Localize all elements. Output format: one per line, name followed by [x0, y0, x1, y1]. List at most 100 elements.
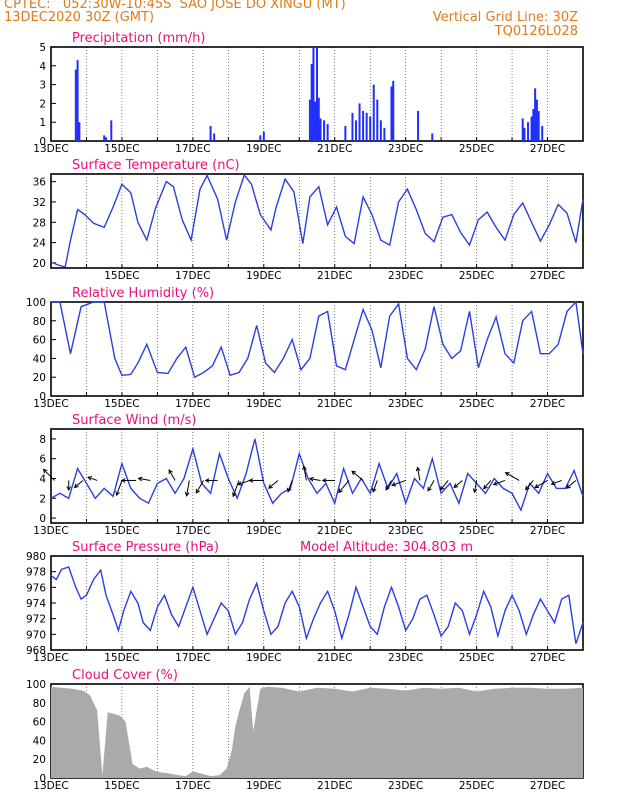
wind-arrowhead: [504, 472, 510, 477]
precip-bar: [372, 84, 375, 141]
precip-bar: [314, 101, 317, 141]
precip-bar: [390, 86, 393, 141]
precip-bar: [534, 88, 537, 141]
wind-vector: [566, 480, 577, 489]
wind-arrowhead: [351, 470, 357, 476]
wind-vector: [385, 480, 392, 491]
wind-vector: [87, 476, 98, 481]
panel-title: Surface Wind (m/s): [72, 413, 196, 428]
wind-arrowhead: [204, 478, 210, 483]
precip-bar: [369, 116, 372, 141]
series-line: [50, 173, 584, 268]
y-tick-label: 80: [33, 316, 46, 328]
wind-vector: [43, 469, 55, 481]
x-tick-label: 17DEC: [175, 398, 210, 410]
wind-arrowhead: [524, 485, 530, 491]
wind-vector: [427, 480, 435, 492]
precip-bar: [319, 118, 322, 141]
x-tick-label: 17DEC: [175, 780, 210, 792]
x-tick-label: 25DEC: [459, 652, 494, 664]
panel-5: 0 20 40 60 80 100 13DEC 15DEC 17DEC 19DEC 21DEC 23D…: [26, 668, 584, 792]
panel-frame: [50, 555, 584, 651]
x-tick-label: 21DEC: [317, 270, 352, 282]
x-tick-label: 15DEC: [104, 652, 139, 664]
x-tick-label: 21DEC: [317, 652, 352, 664]
series-line: [50, 566, 584, 644]
wind-arrowhead: [565, 484, 571, 489]
y-tick-label: 968: [26, 645, 46, 657]
x-tick-label: 19DEC: [246, 652, 281, 664]
x-tick-label: 19DEC: [246, 143, 281, 155]
precip-bar: [535, 99, 538, 141]
x-tick-label: 15DEC: [104, 270, 139, 282]
panel-title: Surface Pressure (hPa): [72, 540, 219, 555]
y-tick-label: 978: [26, 567, 46, 579]
x-tick-label: 25DEC: [459, 780, 494, 792]
y-tick-label: 20: [33, 258, 46, 270]
x-tick-label: 27DEC: [530, 398, 565, 410]
precip-bar: [537, 110, 540, 141]
wind-vector: [474, 480, 478, 493]
precip-bar: [351, 112, 354, 141]
wind-vector: [287, 480, 293, 492]
precip-bar: [323, 120, 326, 141]
wind-arrowhead: [184, 491, 190, 497]
wind-arrowhead: [302, 465, 307, 471]
x-tick-label: 15DEC: [104, 780, 139, 792]
wind-vector: [534, 480, 548, 489]
wind-vector: [483, 480, 492, 490]
wind-vector: [303, 466, 307, 481]
header-code: TQ0126L028: [494, 24, 578, 39]
x-tick-label: 15DEC: [104, 525, 139, 537]
precip-bar: [417, 110, 420, 141]
y-tick-label: 2: [39, 493, 46, 505]
wind-arrowhead: [492, 481, 498, 486]
panel-title: Precipitation (mm/h): [72, 31, 205, 46]
wind-arrowhead: [427, 486, 432, 492]
precip-bar: [523, 127, 526, 141]
y-tick-label: 976: [26, 582, 46, 594]
panel-4: 968 970 972 974 976 978 980 13DEC 15DEC 17DEC 19DE…: [26, 540, 584, 664]
precip-bar: [527, 122, 530, 141]
precip-bar: [213, 133, 216, 141]
y-tick-label: 28: [33, 217, 46, 229]
wind-arrowhead: [137, 476, 143, 482]
wind-arrowhead: [232, 492, 237, 498]
x-tick-label: 19DEC: [246, 398, 281, 410]
wind-vector: [138, 477, 151, 481]
precip-bar: [358, 103, 361, 141]
x-tick-label: 21DEC: [317, 398, 352, 410]
x-tick-label: 17DEC: [175, 525, 210, 537]
wind-vector: [186, 480, 190, 496]
y-tick-label: 20: [33, 372, 46, 384]
panel-annotation: Model Altitude: 304.803 m: [300, 540, 473, 555]
wind-vector: [168, 469, 176, 481]
x-tick-label: 25DEC: [459, 398, 494, 410]
precip-bar: [344, 125, 347, 141]
x-tick-label: 25DEC: [459, 270, 494, 282]
y-tick-label: 60: [33, 717, 46, 729]
precip-bar: [532, 109, 535, 141]
precip-bar: [521, 118, 524, 141]
precip-bar: [383, 127, 386, 141]
x-tick-label: 27DEC: [530, 780, 565, 792]
wind-vector: [372, 480, 378, 492]
y-tick-label: 4: [39, 473, 46, 485]
precip-bar: [103, 135, 106, 141]
wind-arrowhead: [87, 476, 93, 481]
x-tick-label: 13DEC: [33, 780, 68, 792]
x-tick-label: 27DEC: [530, 270, 565, 282]
wind-vector: [453, 480, 463, 488]
precip-bar: [310, 63, 313, 141]
y-tick-label: 100: [26, 679, 46, 691]
precip-bar: [262, 131, 265, 141]
x-tick-label: 27DEC: [530, 652, 565, 664]
panel-title: Relative Humidity (%): [72, 286, 214, 301]
panel-frame: [50, 428, 584, 524]
x-tick-label: 23DEC: [388, 270, 423, 282]
wind-arrowhead: [439, 485, 445, 491]
x-tick-label: 15DEC: [104, 398, 139, 410]
x-tick-label: 15DEC: [104, 143, 139, 155]
header-grid-note: Vertical Grid Line: 30Z: [432, 10, 578, 25]
